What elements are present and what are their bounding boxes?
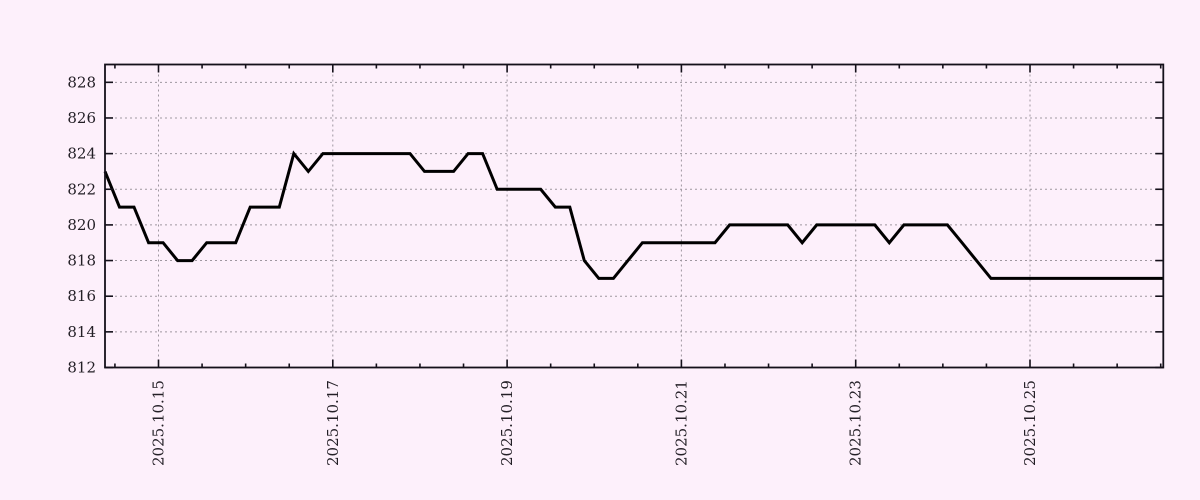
y-tick-label: 828 — [67, 73, 96, 91]
gridlines — [105, 64, 1164, 368]
x-axis-tick-labels: 2025.10.15 2025.10.17 2025.10.19 2025.10.21… — [150, 380, 1040, 466]
y-axis-tick-labels: 812 814 816 818 820 822 824 826 828 — [67, 73, 96, 376]
x-tick-label: 2025.10.19 — [498, 380, 516, 466]
y-tick-label: 812 — [67, 359, 96, 377]
x-tick-label: 2025.10.17 — [324, 380, 342, 466]
data-line — [103, 150, 1164, 280]
plot-border — [104, 63, 1165, 369]
y-tick-label: 824 — [67, 145, 96, 163]
y-tick-label: 816 — [67, 287, 96, 305]
x-tick-label: 2025.10.23 — [847, 380, 865, 466]
x-tick-label: 2025.10.21 — [672, 380, 690, 466]
y-tick-label: 814 — [67, 323, 96, 341]
y-tick-label: 826 — [67, 109, 96, 127]
y-tick-label: 818 — [67, 252, 96, 270]
x-tick-label: 2025.10.15 — [150, 380, 168, 466]
x-tick-label: 2025.10.25 — [1021, 380, 1039, 466]
series-line — [103, 150, 1164, 280]
y-tick-label: 820 — [67, 216, 96, 234]
y-tick-label: 822 — [67, 180, 96, 198]
axes-border-and-ticks — [104, 63, 1165, 369]
